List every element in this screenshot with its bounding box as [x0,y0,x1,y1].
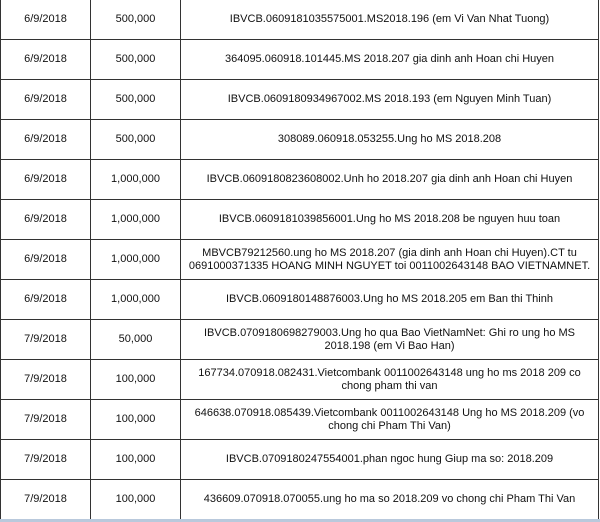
amount-cell: 100,000 [90,399,181,440]
amount-cell: 500,000 [90,119,181,160]
table-row: 6/9/2018 1,000,000 IBVCB.0609180148876003.… [0,279,599,320]
date-cell: 6/9/2018 [0,0,91,40]
amount-cell: 100,000 [90,439,181,480]
date-cell: 6/9/2018 [0,39,91,80]
amount-cell: 100,000 [90,359,181,400]
amount-cell: 500,000 [90,79,181,120]
description-cell: IBVCB.0709180698279003.Ung ho qua Bao Vi… [180,319,599,360]
description-cell: 646638.070918.085439.Vietcombank 0011002… [180,399,599,440]
date-cell: 6/9/2018 [0,119,91,160]
amount-cell: 50,000 [90,319,181,360]
table-row: 7/9/2018 100,000 IBVCB.0709180247554001.ph… [0,439,599,480]
date-cell: 7/9/2018 [0,359,91,400]
description-cell: 167734.070918.082431.Vietcombank 0011002… [180,359,599,400]
date-cell: 7/9/2018 [0,439,91,480]
table-row: 7/9/2018 50,000 IBVCB.0709180698279003.Ung… [0,319,599,360]
description-cell: 308089.060918.053255.Ung ho MS 2018.208 [180,119,599,160]
date-cell: 6/9/2018 [0,79,91,120]
amount-cell: 1,000,000 [90,279,181,320]
table-row: 6/9/2018 500,000 364095.060918.101445.MS 2… [0,39,599,80]
amount-cell: 100,000 [90,479,181,520]
table-row: 6/9/2018 1,000,000 IBVCB.0609181039856001.… [0,199,599,240]
table-row: 6/9/2018 500,000 IBVCB.0609181035575001.MS… [0,0,599,40]
description-cell: 364095.060918.101445.MS 2018.207 gia din… [180,39,599,80]
date-cell: 6/9/2018 [0,239,91,280]
description-cell: IBVCB.0609181035575001.MS2018.196 (em Vi… [180,0,599,40]
date-cell: 6/9/2018 [0,199,91,240]
description-cell: 436609.070918.070055.ung ho ma so 2018.2… [180,479,599,520]
amount-cell: 500,000 [90,39,181,80]
table-row: 6/9/2018 1,000,000 IBVCB.0609180823608002.… [0,159,599,200]
date-cell: 7/9/2018 [0,319,91,360]
amount-cell: 1,000,000 [90,159,181,200]
date-cell: 6/9/2018 [0,159,91,200]
table-row: 6/9/2018 500,000 308089.060918.053255.Ung … [0,119,599,160]
date-cell: 7/9/2018 [0,479,91,520]
table-row: 7/9/2018 100,000 167734.070918.082431.Viet… [0,359,599,400]
table-row: 7/9/2018 100,000 436609.070918.070055.ung … [0,479,599,520]
date-cell: 7/9/2018 [0,399,91,440]
amount-cell: 500,000 [90,0,181,40]
table-row: 7/9/2018 100,000 646638.070918.085439.Viet… [0,399,599,440]
description-cell: MBVCB79212560.ung ho MS 2018.207 (gia di… [180,239,599,280]
amount-cell: 1,000,000 [90,199,181,240]
table-row: 6/9/2018 1,000,000 MBVCB79212560.ung ho MS… [0,239,599,280]
description-cell: IBVCB.0609180823608002.Unh ho 2018.207 g… [180,159,599,200]
date-cell: 6/9/2018 [0,279,91,320]
description-cell: IBVCB.0609180148876003.Ung ho MS 2018.20… [180,279,599,320]
description-cell: IBVCB.0609181039856001.Ung ho MS 2018.20… [180,199,599,240]
table-row: 6/9/2018 500,000 IBVCB.0609180934967002.MS… [0,79,599,120]
description-cell: IBVCB.0709180247554001.phan ngoc hung Gi… [180,439,599,480]
description-cell: IBVCB.0609180934967002.MS 2018.193 (em N… [180,79,599,120]
amount-cell: 1,000,000 [90,239,181,280]
bottom-edge [0,519,600,522]
